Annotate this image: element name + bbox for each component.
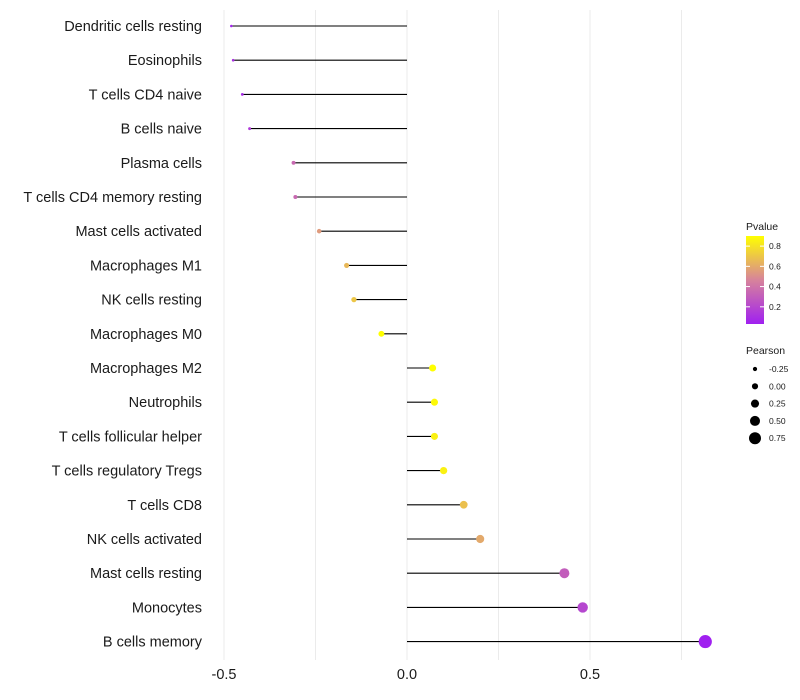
size-legend-label: 0.75 (769, 433, 786, 443)
category-labels: Dendritic cells resting Eosinophils T cell… (23, 19, 202, 651)
category-label: T cells CD4 naive (89, 87, 202, 103)
data-point (559, 568, 570, 579)
pvalue-legend-title: Pvalue (746, 221, 778, 233)
data-point (429, 364, 437, 372)
category-label: T cells CD4 memory resting (23, 190, 202, 206)
category-label: T cells follicular helper (59, 429, 202, 445)
size-legend-dot (749, 432, 761, 445)
size-legend-label: -0.25 (769, 364, 789, 374)
data-point (378, 330, 385, 337)
data-point (430, 398, 439, 406)
x-tick-label: -0.5 (212, 667, 237, 683)
x-axis-ticks: -0.5 0.0 0.5 (212, 667, 601, 683)
colorbar-tick-label: 0.8 (769, 241, 781, 251)
grid-layer (223, 10, 682, 660)
data-point (248, 127, 252, 131)
pvalue-colorbar (746, 236, 764, 324)
data-point (344, 262, 350, 268)
category-label: T cells CD8 (127, 498, 202, 514)
colorbar-tick-label: 0.6 (769, 261, 781, 271)
colorbar-tick-label: 0.2 (769, 302, 781, 312)
data-point (291, 160, 296, 165)
category-label: B cells naive (121, 122, 202, 138)
size-legend-dot (750, 399, 760, 408)
category-label: Eosinophils (128, 53, 202, 69)
category-label: Macrophages M2 (90, 361, 202, 377)
data-point (240, 92, 244, 96)
data-point (476, 534, 485, 544)
size-legend-label: 0.00 (769, 381, 786, 391)
data-point (231, 58, 235, 62)
size-legend-label: 0.50 (769, 416, 786, 426)
data-point (351, 296, 357, 303)
category-label: Mast cells resting (90, 566, 202, 582)
category-label: Macrophages M1 (90, 258, 202, 274)
category-label: Monocytes (132, 600, 202, 616)
x-tick-label: 0.5 (580, 667, 600, 683)
size-legend-dot (749, 415, 761, 426)
data-point (459, 500, 468, 509)
category-label: Plasma cells (121, 156, 202, 172)
stems-layer (231, 25, 706, 643)
category-label: Macrophages M0 (90, 327, 202, 343)
data-point (230, 24, 233, 28)
size-legend-dot (752, 366, 758, 372)
category-label: Mast cells activated (75, 224, 202, 240)
size-legend-dot (751, 383, 759, 390)
data-point (316, 228, 322, 234)
colorbar-tick-label: 0.4 (769, 282, 781, 292)
category-label: NK cells resting (101, 293, 202, 309)
data-point (293, 195, 298, 199)
data-point (577, 602, 588, 613)
x-tick-label: 0.0 (397, 667, 417, 683)
size-legend-label: 0.25 (769, 399, 786, 409)
pearson-legend: Pearson -0.25 0.00 0.25 0.50 0.75 (746, 345, 789, 445)
data-point (430, 432, 439, 440)
points-layer (230, 24, 712, 649)
category-label: B cells memory (103, 635, 203, 651)
data-point (698, 635, 712, 649)
category-label: Dendritic cells resting (64, 19, 202, 35)
category-label: NK cells activated (87, 532, 202, 548)
category-label: Neutrophils (129, 395, 202, 411)
pvalue-legend: Pvalue 0.2 0.4 0.6 0.8 (746, 221, 781, 324)
category-label: T cells regulatory Tregs (52, 464, 202, 480)
data-point (439, 466, 448, 475)
pearson-legend-title: Pearson (746, 345, 785, 357)
